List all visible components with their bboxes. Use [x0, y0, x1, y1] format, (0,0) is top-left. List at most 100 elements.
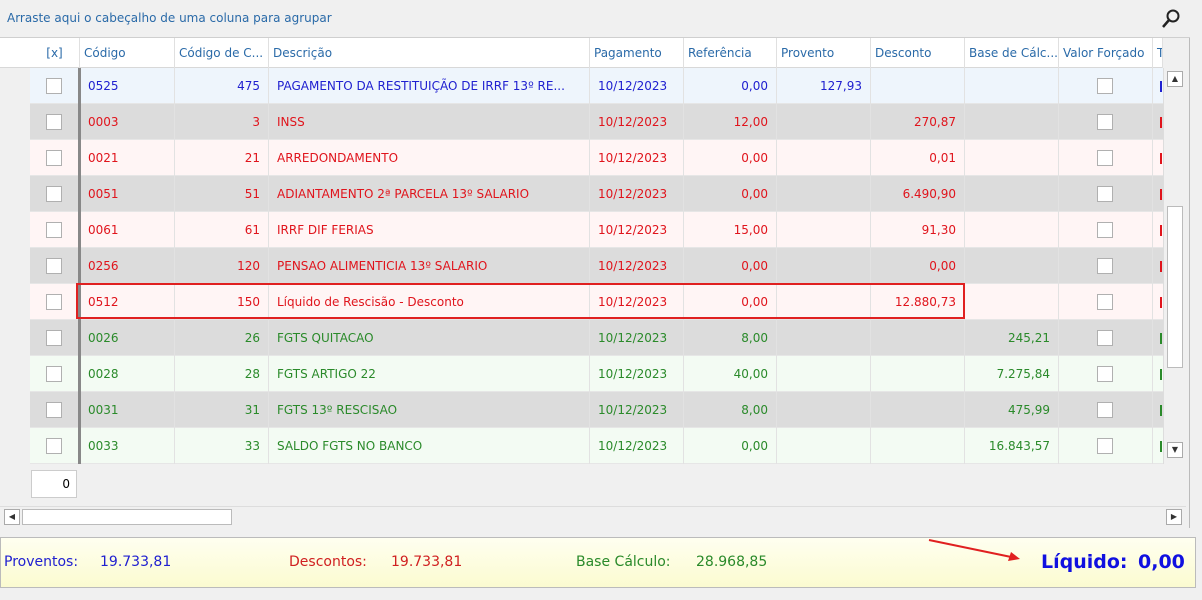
column-header[interactable]: Código de C... [175, 38, 269, 68]
column-header[interactable]: Base de Cálc... [965, 38, 1059, 68]
table-row[interactable]: 0061 61 IRRF DIF FERIAS 10/12/2023 15,00 91,3… [30, 212, 1163, 248]
cell-provento [777, 428, 871, 464]
cell-cod_c: 28 [175, 356, 269, 392]
table-row[interactable]: 0512 150 Líquido de Rescisão - Desconto 10/… [30, 284, 1163, 320]
column-header[interactable]: Referência [684, 38, 777, 68]
valor-forcado-checkbox[interactable] [1097, 438, 1113, 454]
vertical-scrollbar[interactable]: ▲ ▼ [1163, 68, 1185, 464]
table-row[interactable]: 0003 3 INSS 10/12/2023 12,00 270,87 [30, 104, 1163, 140]
column-header[interactable]: [x] [30, 38, 80, 68]
row-checkbox[interactable] [46, 402, 62, 418]
table-row[interactable]: 0021 21 ARREDONDAMENTO 10/12/2023 0,00 0,01 [30, 140, 1163, 176]
select-cell [30, 392, 80, 428]
row-checkbox[interactable] [46, 78, 62, 94]
valor-forcado-checkbox[interactable] [1097, 258, 1113, 274]
scroll-down-button[interactable]: ▼ [1167, 442, 1183, 458]
cell-codigo: 0512 [80, 284, 175, 320]
descontos-value: 19.733,81 [391, 554, 463, 570]
row-checkbox[interactable] [46, 366, 62, 382]
base-value: 28.968,85 [696, 554, 768, 570]
scroll-up-button[interactable]: ▲ [1167, 71, 1183, 87]
valor-forcado-cell [1059, 140, 1153, 176]
summary-bar: Proventos: 19.733,81 Descontos: 19.733,8… [0, 537, 1196, 588]
cell-codigo: 0525 [80, 68, 175, 104]
cell-base [965, 104, 1059, 140]
horizontal-scrollbar[interactable]: ◀ ▶ [0, 506, 1186, 526]
valor-forcado-checkbox[interactable] [1097, 150, 1113, 166]
table-row[interactable]: 0525 475 PAGAMENTO DA RESTITUIÇÃO DE IRRF … [30, 68, 1163, 104]
grid-header: [x] Código Código de C... Descrição Pagament… [0, 38, 1163, 68]
row-checkbox[interactable] [46, 294, 62, 310]
group-by-panel[interactable]: Arraste aqui o cabeçalho de uma coluna p… [0, 0, 1190, 38]
cell-provento [777, 212, 871, 248]
row-checkbox[interactable] [46, 222, 62, 238]
cell-descricao: FGTS ARTIGO 22 [269, 356, 590, 392]
valor-forcado-cell [1059, 212, 1153, 248]
scroll-thumb[interactable] [1167, 206, 1183, 368]
cell-codigo: 0031 [80, 392, 175, 428]
cell-pagamento: 10/12/2023 [590, 320, 684, 356]
cell-base [965, 248, 1059, 284]
column-header[interactable]: Pagamento [590, 38, 684, 68]
cell-referencia: 15,00 [684, 212, 777, 248]
liquido-value: 0,00 [1138, 551, 1185, 573]
row-count-field[interactable]: 0 [31, 470, 77, 498]
select-cell [30, 428, 80, 464]
column-header[interactable]: Desconto [871, 38, 965, 68]
row-checkbox[interactable] [46, 438, 62, 454]
scroll-right-button[interactable]: ▶ [1166, 509, 1182, 525]
cell-pagamento: 10/12/2023 [590, 284, 684, 320]
cell-desconto: 0,00 [871, 248, 965, 284]
cell-base [965, 212, 1059, 248]
valor-forcado-cell [1059, 104, 1153, 140]
column-header[interactable]: Código [80, 38, 175, 68]
cell-base [965, 284, 1059, 320]
cell-desconto [871, 392, 965, 428]
cell-pagamento: 10/12/2023 [590, 104, 684, 140]
cell-base [965, 176, 1059, 212]
cell-referencia: 0,00 [684, 176, 777, 212]
valor-forcado-checkbox[interactable] [1097, 366, 1113, 382]
search-icon[interactable] [1160, 8, 1182, 30]
table-row[interactable]: 0026 26 FGTS QUITACAO 10/12/2023 8,00 245,21 [30, 320, 1163, 356]
cell-pagamento: 10/12/2023 [590, 248, 684, 284]
row-checkbox[interactable] [46, 258, 62, 274]
column-header[interactable]: Descrição [269, 38, 590, 68]
h-scroll-thumb[interactable] [22, 509, 232, 525]
table-row[interactable]: 0033 33 SALDO FGTS NO BANCO 10/12/2023 0,00 1… [30, 428, 1163, 464]
table-row[interactable]: 0256 120 PENSAO ALIMENTICIA 13º SALARIO 10/… [30, 248, 1163, 284]
tipo-cell [1160, 117, 1162, 128]
cell-codigo: 0003 [80, 104, 175, 140]
scroll-left-button[interactable]: ◀ [4, 509, 20, 525]
table-row[interactable]: 0051 51 ADIANTAMENTO 2ª PARCELA 13º SALARI… [30, 176, 1163, 212]
valor-forcado-checkbox[interactable] [1097, 402, 1113, 418]
column-header[interactable]: Valor Forçado [1059, 38, 1153, 68]
table-row[interactable]: 0031 31 FGTS 13º RESCISAO 10/12/2023 8,00 475… [30, 392, 1163, 428]
cell-desconto [871, 356, 965, 392]
column-header[interactable]: Provento [777, 38, 871, 68]
row-checkbox[interactable] [46, 150, 62, 166]
liquido-label: Líquido: [1041, 551, 1128, 573]
cell-referencia: 8,00 [684, 320, 777, 356]
arrow-annotation [928, 539, 1020, 561]
cell-provento [777, 140, 871, 176]
descontos-label: Descontos: [289, 554, 367, 570]
valor-forcado-checkbox[interactable] [1097, 330, 1113, 346]
cell-base: 16.843,57 [965, 428, 1059, 464]
cell-codigo: 0021 [80, 140, 175, 176]
cell-desconto [871, 68, 965, 104]
column-header[interactable]: Tipo [1153, 38, 1163, 68]
group-hint: Arraste aqui o cabeçalho de uma coluna p… [7, 11, 332, 25]
table-row[interactable]: 0028 28 FGTS ARTIGO 22 10/12/2023 40,00 7.275… [30, 356, 1163, 392]
valor-forcado-checkbox[interactable] [1097, 222, 1113, 238]
valor-forcado-checkbox[interactable] [1097, 114, 1113, 130]
row-checkbox[interactable] [46, 114, 62, 130]
row-checkbox[interactable] [46, 186, 62, 202]
valor-forcado-checkbox[interactable] [1097, 186, 1113, 202]
row-checkbox[interactable] [46, 330, 62, 346]
cell-cod_c: 3 [175, 104, 269, 140]
cell-codigo: 0033 [80, 428, 175, 464]
valor-forcado-checkbox[interactable] [1097, 294, 1113, 310]
tipo-cell [1160, 261, 1162, 272]
valor-forcado-checkbox[interactable] [1097, 78, 1113, 94]
